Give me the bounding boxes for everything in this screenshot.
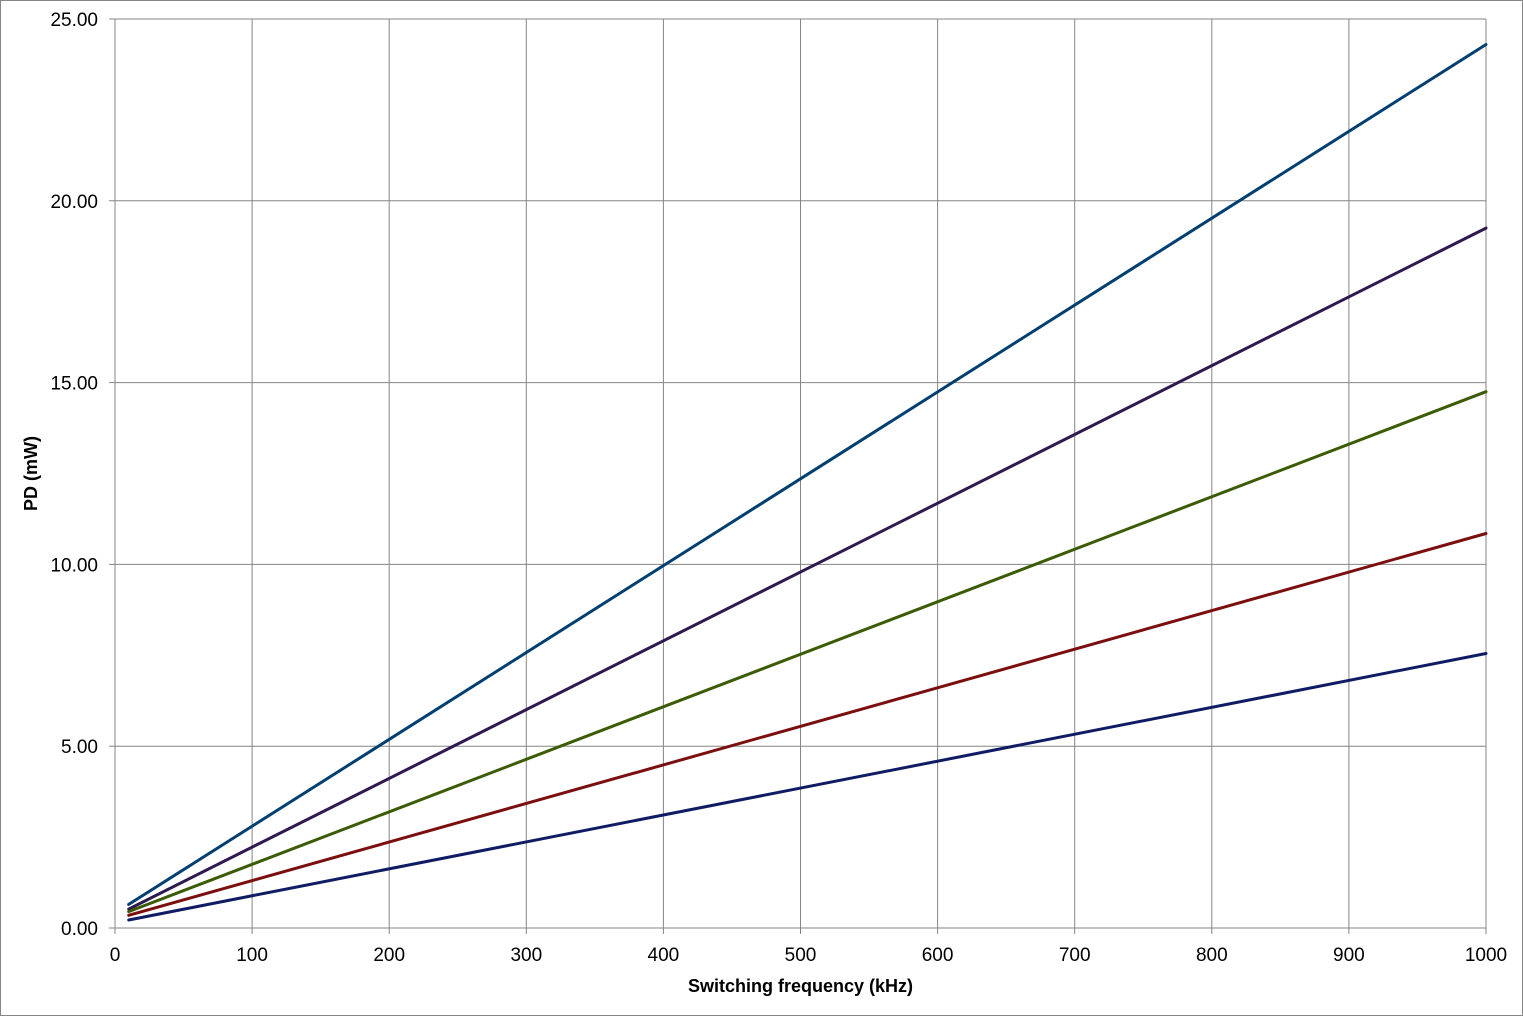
series-line-2 [127,226,1488,911]
series-line-1 [127,43,1488,906]
y-tick-label: 10.00 [50,555,98,576]
y-tick-label: 25.00 [50,10,98,31]
x-tick-label: 700 [1059,945,1091,966]
x-tick-label: 900 [1333,945,1365,966]
x-tick-label: 0 [110,945,121,966]
y-tick-label: 20.00 [50,192,98,213]
series-line-5 [127,652,1488,922]
y-tick-label: 15.00 [50,374,98,395]
y-axis-title: PD (mW) [21,436,41,511]
x-tick-label: 100 [236,945,268,966]
series-lines [127,43,1488,922]
x-tick-labels: 0 100 200 300 400 500 600 700 800 900 1000 [110,945,1507,966]
x-axis-title: Switching frequency (kHz) [688,976,913,996]
x-tick-label: 200 [373,945,405,966]
x-tick-label: 800 [1196,945,1228,966]
series-line-4 [127,532,1488,917]
x-tick-label: 600 [922,945,954,966]
series-line-3 [127,390,1488,914]
y-tick-label: 0.00 [61,919,98,940]
gridlines [115,18,1487,928]
y-tick-labels: 0.00 5.00 10.00 15.00 20.00 25.00 [50,10,98,940]
x-tick-label: 400 [648,945,680,966]
x-tick-label: 500 [785,945,817,966]
y-tick-label: 5.00 [61,737,98,758]
x-tick-label: 1000 [1465,945,1507,966]
axes [109,18,1487,934]
x-tick-label: 300 [510,945,542,966]
